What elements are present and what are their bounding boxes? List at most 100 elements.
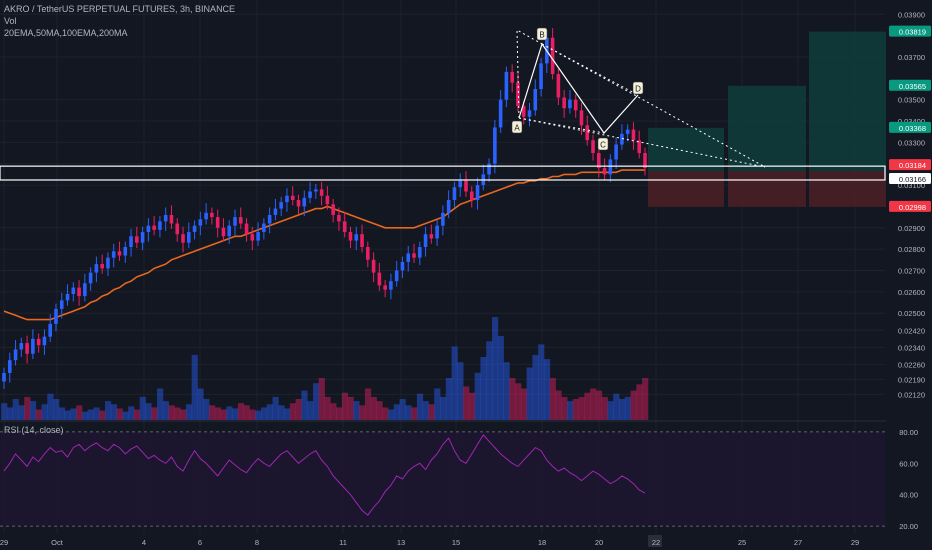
volume-bar [428,404,435,420]
candle [625,124,630,142]
volume-bar [197,388,204,420]
candle [597,145,601,178]
candle [192,220,197,240]
candle [106,252,110,276]
candle [458,173,463,197]
harmonic-pattern[interactable]: A B C D [511,27,766,168]
candle [441,205,445,236]
candle [631,122,636,150]
time-tick-label: 11 [339,538,347,547]
volume-bar [139,396,146,420]
pattern-dotted-ac [518,117,605,134]
volume-bar [474,372,481,420]
volume-bar [347,396,354,420]
volume-bar [295,399,302,420]
volume-bar [122,411,129,420]
volume-bar [220,409,227,420]
candle [262,218,266,240]
stop-zone[interactable] [648,170,724,207]
price-axis[interactable]: 0.039000.037000.035000.034000.033000.032… [886,0,932,550]
time-tick-label: 8 [255,538,259,547]
pattern-legs[interactable] [518,42,639,134]
time-tick-label: 13 [397,538,405,547]
volume-bar [318,378,325,420]
volume-bar [237,403,245,420]
horizontal-levels[interactable] [0,165,886,181]
candle [238,207,243,229]
volume-bar [255,410,262,420]
time-axis[interactable]: 29 Oct 4 6 8 11 13 15 18 20 22 25 27 29 [0,535,932,550]
volume-bar [64,410,71,420]
pattern-point-a[interactable]: A [511,120,523,134]
volume-bar [549,378,556,420]
volume-bar [457,362,464,420]
volume-bar [619,399,626,420]
candle [175,218,180,242]
rsi-tick-label: 80.00 [899,428,918,437]
price-label-stop: 0.02998 [889,200,931,212]
volume-indicator-label[interactable]: Vol [4,16,17,26]
candle [308,181,312,204]
volume-bar [642,378,649,420]
time-tick-label: 20 [595,538,603,547]
rsi-tick-label: 60.00 [899,459,918,468]
candle [371,252,376,283]
volume-bar [243,405,250,420]
candle [198,211,203,236]
volume-bar [24,396,31,420]
target-zone[interactable] [648,127,724,171]
pattern-point-b[interactable]: B [536,27,548,41]
volume-bar [145,403,152,420]
volume-bar [330,403,337,420]
candle [65,284,70,306]
candle [77,280,81,306]
candle [83,273,87,302]
volume-bar [18,405,25,420]
target-zone[interactable] [809,31,887,171]
candle [244,218,249,242]
pattern-point-d[interactable]: D [632,81,644,95]
volume-bar [47,393,54,420]
price-label-current: 0.03184 [889,159,931,171]
volume-bar [278,405,285,420]
candle [550,28,555,80]
volume-bar [584,392,591,420]
volume-bar [35,409,42,420]
volume-bar [226,406,233,420]
rsi-indicator-label[interactable]: RSI (14, close) [4,425,64,435]
time-tick-label: 18 [538,538,546,547]
stop-zone[interactable] [809,170,887,207]
candle [129,228,133,257]
candle [360,224,364,253]
volume-bar [301,390,308,420]
volume-bar [439,396,447,420]
candle [602,158,607,180]
support-box[interactable] [0,165,886,181]
volume-bar [53,399,60,420]
volume-bar [572,399,579,420]
candle [181,226,185,253]
volume-bar [561,396,568,420]
volume-bar [128,406,135,420]
volume-bar [411,407,418,420]
stop-zone[interactable] [728,170,806,207]
ema-indicator-label[interactable]: 20EMA,50MA,100EMA,200MA [4,28,128,38]
candle [429,224,434,244]
target-zone[interactable] [728,85,806,171]
time-tick-label: 29 [0,538,8,547]
price-tick-label: 0.03900 [898,10,925,19]
candle [406,245,411,272]
candle [210,207,214,225]
candle [342,211,347,238]
price-tick-label: 0.03400 [898,117,925,126]
volume-bar [503,362,510,420]
volume-bar [434,388,441,420]
volume-bar [463,386,470,420]
price-tick-label: 0.03300 [898,138,925,147]
candle [366,241,370,268]
volume-bar [203,399,210,420]
candle [498,90,503,133]
candle [435,220,439,246]
pattern-point-c[interactable]: C [597,137,609,151]
